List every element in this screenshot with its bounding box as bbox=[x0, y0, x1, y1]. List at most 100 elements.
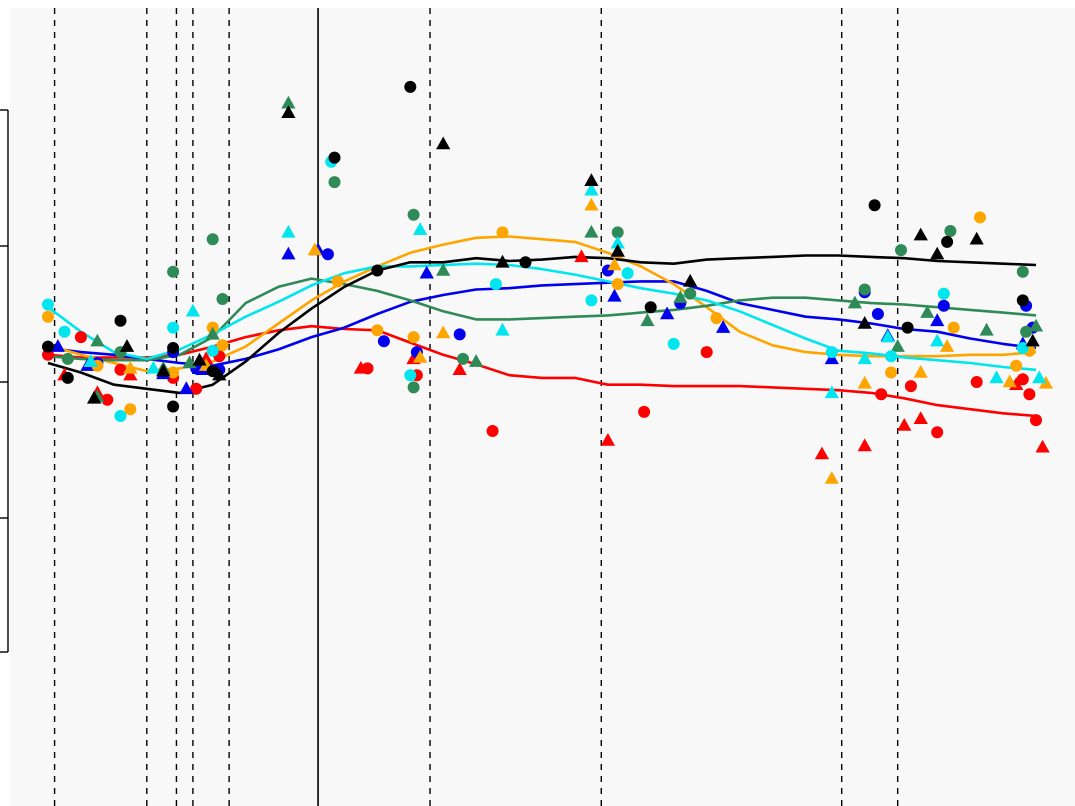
series-4-triangle-point-2 bbox=[185, 303, 200, 317]
series-3-triangle-point-6 bbox=[436, 263, 451, 276]
series-5-triangle-point-13 bbox=[930, 246, 945, 260]
series-0-triangle-point-7 bbox=[574, 249, 589, 263]
y-axis bbox=[0, 109, 9, 653]
series-5-triangle-point-3 bbox=[192, 352, 207, 366]
series-1-circle-point-5 bbox=[377, 335, 390, 348]
series-3-circle-point-10 bbox=[684, 287, 697, 300]
series-2-circle-point-7 bbox=[371, 324, 384, 337]
series-4-circle-point-4 bbox=[206, 344, 219, 357]
series-4-circle-point-7 bbox=[489, 278, 502, 291]
series-1-triangle-point-0 bbox=[50, 339, 65, 352]
series-2-triangle-point-9 bbox=[857, 375, 872, 389]
series-0-triangle-point-6 bbox=[452, 362, 467, 375]
series-4-triangle-point-12 bbox=[989, 370, 1004, 384]
series-5-triangle-point-1 bbox=[119, 339, 135, 352]
series-3-circle-point-6 bbox=[407, 208, 420, 221]
series-4-circle-point-3 bbox=[167, 321, 180, 334]
series-3-circle-point-2 bbox=[167, 265, 180, 278]
series-2-triangle-point-10 bbox=[913, 365, 928, 378]
series-0-circle-point-12 bbox=[875, 388, 888, 401]
series-2-circle-point-0 bbox=[42, 310, 54, 323]
series-3-triangle-point-8 bbox=[584, 224, 599, 238]
series-3-triangle-point-10 bbox=[673, 290, 688, 303]
series-2-triangle-point-1 bbox=[123, 360, 138, 374]
series-3-circle-point-5 bbox=[328, 176, 341, 189]
series-0-triangle-point-12 bbox=[913, 411, 928, 424]
series-0-triangle-point-14 bbox=[1035, 439, 1050, 453]
series-5-circle-point-3 bbox=[167, 342, 180, 354]
series-3-circle-point-11 bbox=[858, 283, 871, 296]
series-4-triangle-point-6 bbox=[584, 182, 599, 196]
series-4-triangle-point-8 bbox=[824, 385, 839, 399]
series-5-triangle-point-5 bbox=[281, 105, 296, 118]
series-5-circle-point-1 bbox=[61, 371, 74, 384]
series-5-triangle-point-14 bbox=[969, 231, 984, 245]
series-3-circle-point-4 bbox=[216, 293, 229, 305]
series-1-triangle-point-10 bbox=[716, 320, 731, 333]
series-5-circle-point-8 bbox=[404, 80, 417, 93]
series-3-triangle-point-14 bbox=[979, 322, 994, 336]
series-2-triangle-point-5 bbox=[436, 325, 451, 339]
series-0-triangle-point-11 bbox=[897, 418, 912, 431]
series-0-triangle-point-8 bbox=[600, 433, 615, 446]
series-2-triangle-point-6 bbox=[584, 197, 599, 211]
series-5-triangle-point-11 bbox=[857, 316, 872, 329]
series-3-circle-point-8 bbox=[457, 352, 469, 365]
series-2-circle-point-6 bbox=[331, 275, 344, 288]
series-0-circle-point-17 bbox=[1023, 388, 1036, 401]
series-2-triangle-point-13 bbox=[1038, 375, 1053, 389]
series-5-circle-point-12 bbox=[901, 321, 914, 334]
series-0-circle-point-13 bbox=[904, 380, 917, 393]
series-5-triangle-point-12 bbox=[913, 227, 928, 241]
series-2-circle-point-12 bbox=[710, 312, 723, 325]
series-2-triangle-point-11 bbox=[940, 339, 955, 352]
series-3-triangle-point-5 bbox=[281, 95, 296, 109]
series-3-circle-point-9 bbox=[611, 226, 624, 239]
series-5-line bbox=[47, 254, 1037, 395]
series-2-circle-point-10 bbox=[611, 278, 624, 291]
series-0-circle-point-5 bbox=[190, 382, 203, 395]
series-5-triangle-point-2 bbox=[156, 363, 171, 377]
series-1-triangle-point-5 bbox=[281, 246, 296, 260]
series-3-circle-point-3 bbox=[206, 233, 219, 246]
series-4-triangle-point-7 bbox=[610, 235, 625, 249]
series-2-circle-point-9 bbox=[496, 226, 509, 239]
series-1-triangle-point-3 bbox=[179, 381, 194, 395]
series-4-triangle-point-3 bbox=[281, 224, 296, 238]
series-5-triangle-point-8 bbox=[584, 173, 599, 186]
series-1-circle-point-12 bbox=[937, 299, 950, 312]
series-4-triangle-point-4 bbox=[413, 222, 428, 235]
series-2-circle-point-16 bbox=[1010, 359, 1023, 372]
series-0-triangle-point-9 bbox=[814, 446, 830, 460]
series-5-triangle-point-0 bbox=[87, 390, 102, 404]
series-3-triangle-point-13 bbox=[920, 305, 935, 318]
series-4-triangle-point-5 bbox=[495, 322, 510, 336]
series-3-circle-point-14 bbox=[1016, 265, 1029, 278]
series-5-triangle-point-10 bbox=[683, 273, 698, 287]
series-3-circle-point-12 bbox=[895, 244, 907, 257]
series-1-triangle-point-7 bbox=[419, 265, 434, 279]
series-2-circle-point-15 bbox=[974, 211, 986, 224]
series-2-triangle-point-7 bbox=[607, 257, 622, 271]
series-0-circle-point-3 bbox=[114, 363, 127, 376]
series-2-triangle-point-8 bbox=[824, 471, 839, 484]
series-3-circle-point-15 bbox=[1020, 325, 1033, 338]
series-4-triangle-point-11 bbox=[930, 333, 945, 347]
series-0-circle-point-11 bbox=[700, 346, 713, 359]
series-0-circle-point-16 bbox=[1016, 373, 1029, 386]
series-4-circle-point-0 bbox=[42, 298, 54, 311]
series-4-circle-point-8 bbox=[585, 294, 598, 307]
series-3-triangle-point-9 bbox=[640, 313, 655, 327]
series-1-triangle-point-8 bbox=[607, 288, 622, 302]
series-5-triangle-point-6 bbox=[436, 136, 451, 150]
series-2-triangle-point-12 bbox=[1002, 374, 1017, 388]
series-4-circle-point-2 bbox=[114, 410, 127, 422]
series-5-circle-point-13 bbox=[941, 235, 954, 248]
series-0-circle-point-2 bbox=[101, 393, 114, 406]
series-0-circle-point-15 bbox=[970, 376, 983, 388]
series-4-triangle-point-10 bbox=[880, 329, 895, 343]
series-3-triangle-point-12 bbox=[890, 339, 905, 352]
series-0-circle-point-10 bbox=[638, 405, 651, 418]
series-5-circle-point-14 bbox=[1016, 294, 1029, 307]
